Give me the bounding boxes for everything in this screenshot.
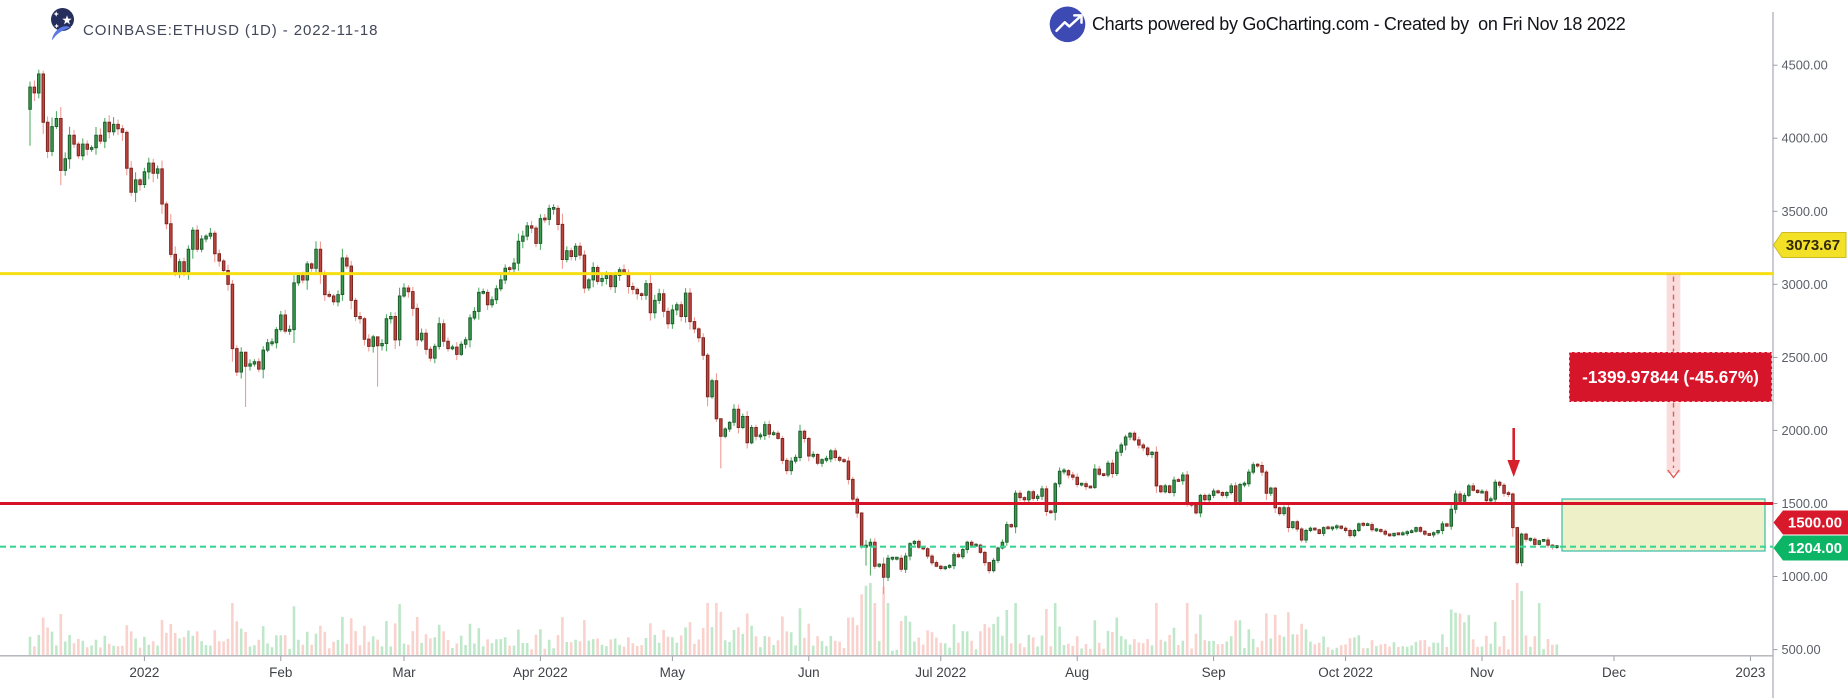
svg-text:Jun: Jun xyxy=(798,665,820,680)
svg-text:2022: 2022 xyxy=(129,665,159,680)
svg-text:Feb: Feb xyxy=(269,665,292,680)
svg-text:4000.00: 4000.00 xyxy=(1782,131,1828,146)
svg-text:Nov: Nov xyxy=(1470,665,1494,680)
svg-text:-1399.97844 (-45.67%): -1399.97844 (-45.67%) xyxy=(1582,367,1759,387)
svg-text:2000.00: 2000.00 xyxy=(1782,423,1828,438)
svg-text:3073.67: 3073.67 xyxy=(1786,237,1840,254)
svg-text:May: May xyxy=(660,665,686,680)
svg-text:Apr 2022: Apr 2022 xyxy=(513,665,568,680)
svg-text:Aug: Aug xyxy=(1065,665,1089,680)
svg-text:1204.00: 1204.00 xyxy=(1788,540,1842,557)
svg-text:1000.00: 1000.00 xyxy=(1782,569,1828,584)
svg-text:Mar: Mar xyxy=(392,665,416,680)
svg-text:4500.00: 4500.00 xyxy=(1782,58,1828,73)
svg-text:Oct 2022: Oct 2022 xyxy=(1318,665,1373,680)
svg-text:3500.00: 3500.00 xyxy=(1782,204,1828,219)
svg-text:Jul 2022: Jul 2022 xyxy=(915,665,966,680)
svg-text:Dec: Dec xyxy=(1602,665,1626,680)
svg-text:Sep: Sep xyxy=(1202,665,1226,680)
svg-text:2023: 2023 xyxy=(1735,665,1765,680)
svg-text:2500.00: 2500.00 xyxy=(1782,350,1828,365)
svg-text:1500.00: 1500.00 xyxy=(1782,496,1828,511)
svg-text:1500.00: 1500.00 xyxy=(1788,515,1842,532)
svg-text:3000.00: 3000.00 xyxy=(1782,277,1828,292)
svg-text:500.00: 500.00 xyxy=(1782,642,1821,657)
